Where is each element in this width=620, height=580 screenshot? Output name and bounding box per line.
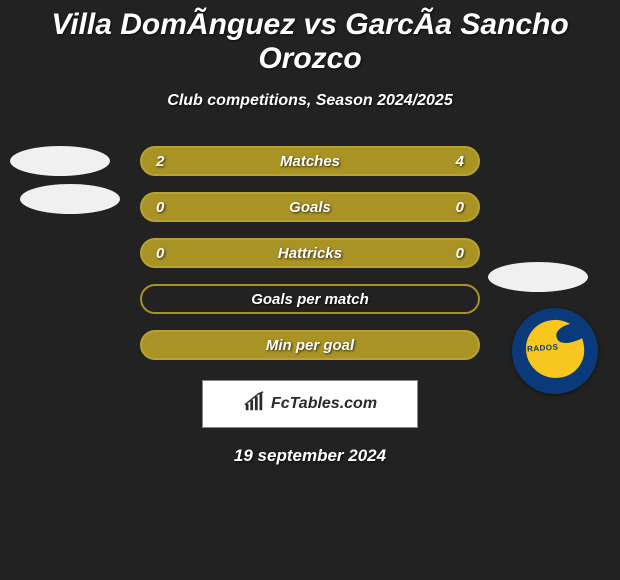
stat-bar-min-per-goal: Min per goal (140, 330, 480, 360)
stat-left-value: 0 (156, 199, 164, 216)
stat-right-value: 0 (456, 245, 464, 262)
stat-row: Goals per match (0, 276, 620, 322)
blank-badge-left (10, 146, 110, 176)
stat-bar-goals: 0 Goals 0 (140, 192, 480, 222)
stat-row: 0 Hattricks 0 (0, 230, 620, 276)
stat-label: Goals per match (251, 291, 369, 308)
blank-badge-left (20, 184, 120, 214)
stats-area: DORADOS 2 Matches 4 0 Goals 0 0 Hattrick… (0, 138, 620, 368)
watermark-text: FcTables.com (271, 395, 377, 413)
stat-row: 2 Matches 4 (0, 138, 620, 184)
stat-bar-matches: 2 Matches 4 (140, 146, 480, 176)
stat-right-value: 0 (456, 199, 464, 216)
date-text: 19 september 2024 (0, 446, 620, 466)
stat-label: Goals (289, 199, 331, 216)
stat-bar-goals-per-match: Goals per match (140, 284, 480, 314)
stat-right-value: 4 (456, 153, 464, 170)
stat-row: 0 Goals 0 (0, 184, 620, 230)
stat-label: Matches (280, 153, 340, 170)
stat-left-value: 2 (156, 153, 164, 170)
subtitle: Club competitions, Season 2024/2025 (0, 92, 620, 110)
page-title: Villa DomÃ­nguez vs GarcÃ­a Sancho Orozc… (0, 0, 620, 76)
stat-label: Hattricks (278, 245, 342, 262)
chart-icon (243, 391, 265, 418)
stat-bar-hattricks: 0 Hattricks 0 (140, 238, 480, 268)
stat-label: Min per goal (266, 337, 354, 354)
stat-left-value: 0 (156, 245, 164, 262)
watermark: FcTables.com (202, 380, 418, 428)
